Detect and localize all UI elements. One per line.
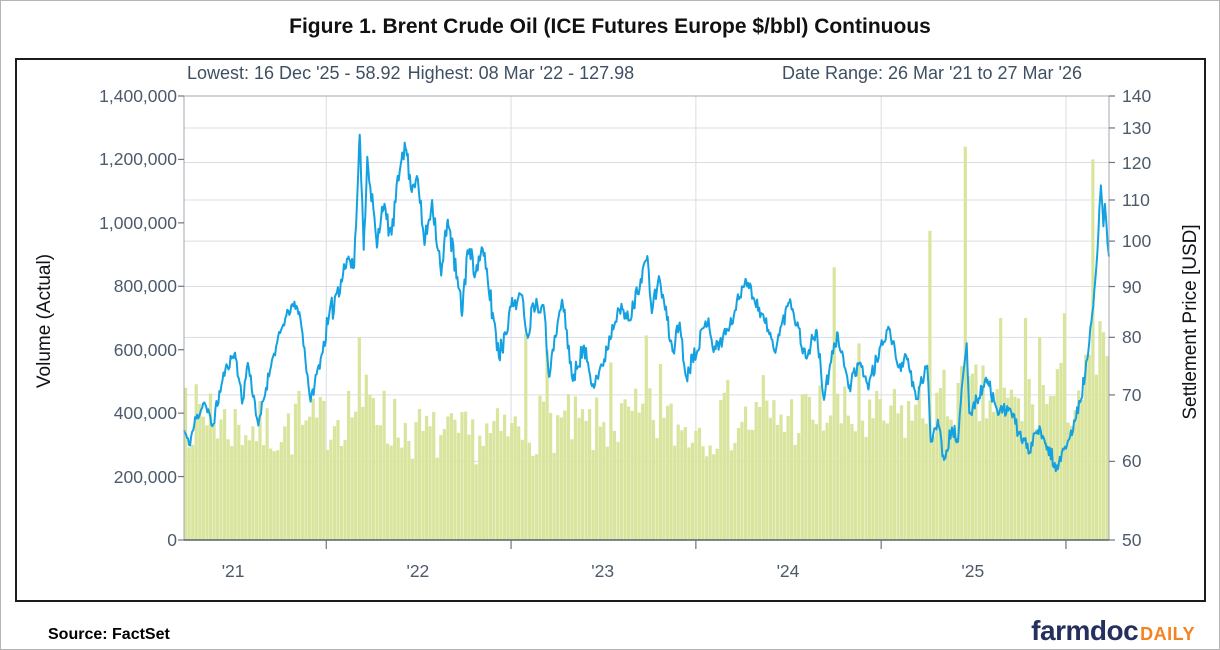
y-left-tick-label: 800,000 [113, 276, 177, 297]
y-right-tick-label: 120 [1122, 152, 1152, 173]
logo-daily-text: DAILY [1140, 624, 1195, 644]
y-right-tick-label: 70 [1122, 384, 1142, 405]
y-right-tick-label: 100 [1122, 231, 1152, 252]
chart-panel-border [15, 58, 1206, 602]
x-axis-year-label: '25 [961, 561, 985, 581]
x-axis-year-label: '23 [591, 561, 615, 581]
y-left-tick-label: 1,000,000 [99, 212, 177, 233]
x-axis-year-label: '22 [406, 561, 430, 581]
y-axis-left-title: Volume (Actual) [34, 253, 55, 389]
logo-farmdoc-text: farmdoc [1031, 615, 1139, 646]
y-left-tick-label: 0 [167, 530, 177, 550]
highest-annotation: Highest: 08 Mar '22 - 127.98 [407, 63, 635, 83]
y-right-tick-label: 60 [1122, 451, 1142, 472]
y-left-tick-label: 600,000 [113, 339, 177, 360]
y-left-tick-label: 1,200,000 [99, 149, 177, 170]
y-left-tick-label: 1,400,000 [99, 86, 177, 106]
farmdoc-daily-logo: farmdoc DAILY [1031, 615, 1195, 647]
page-title: Figure 1. Brent Crude Oil (ICE Futures E… [289, 15, 931, 38]
y-right-tick-label: 90 [1122, 276, 1142, 297]
source-label: Source: FactSet [48, 626, 170, 643]
chart-annotations: Lowest: 16 Dec '25 - 58.92 Highest: 08 M… [187, 63, 1082, 84]
y-right-tick-label: 80 [1122, 327, 1142, 348]
y-left-tick-label: 200,000 [113, 466, 177, 487]
y-right-tick-label: 50 [1122, 530, 1142, 550]
date-range-annotation: Date Range: 26 Mar '21 to 27 Mar '26 [781, 63, 1082, 83]
y-right-tick-label: 130 [1122, 118, 1152, 138]
y-right-tick-label: 110 [1122, 190, 1150, 210]
lowest-annotation: Lowest: 16 Dec '25 - 58.92 [187, 63, 401, 83]
y-left-tick-label: 400,000 [113, 403, 177, 424]
y-right-tick-label: 140 [1122, 86, 1152, 106]
x-axis-year-label: '21 [221, 561, 245, 581]
y-axis-right-title: Settlement Price [USD] [1180, 224, 1201, 420]
x-axis-year-label: '24 [776, 561, 800, 581]
